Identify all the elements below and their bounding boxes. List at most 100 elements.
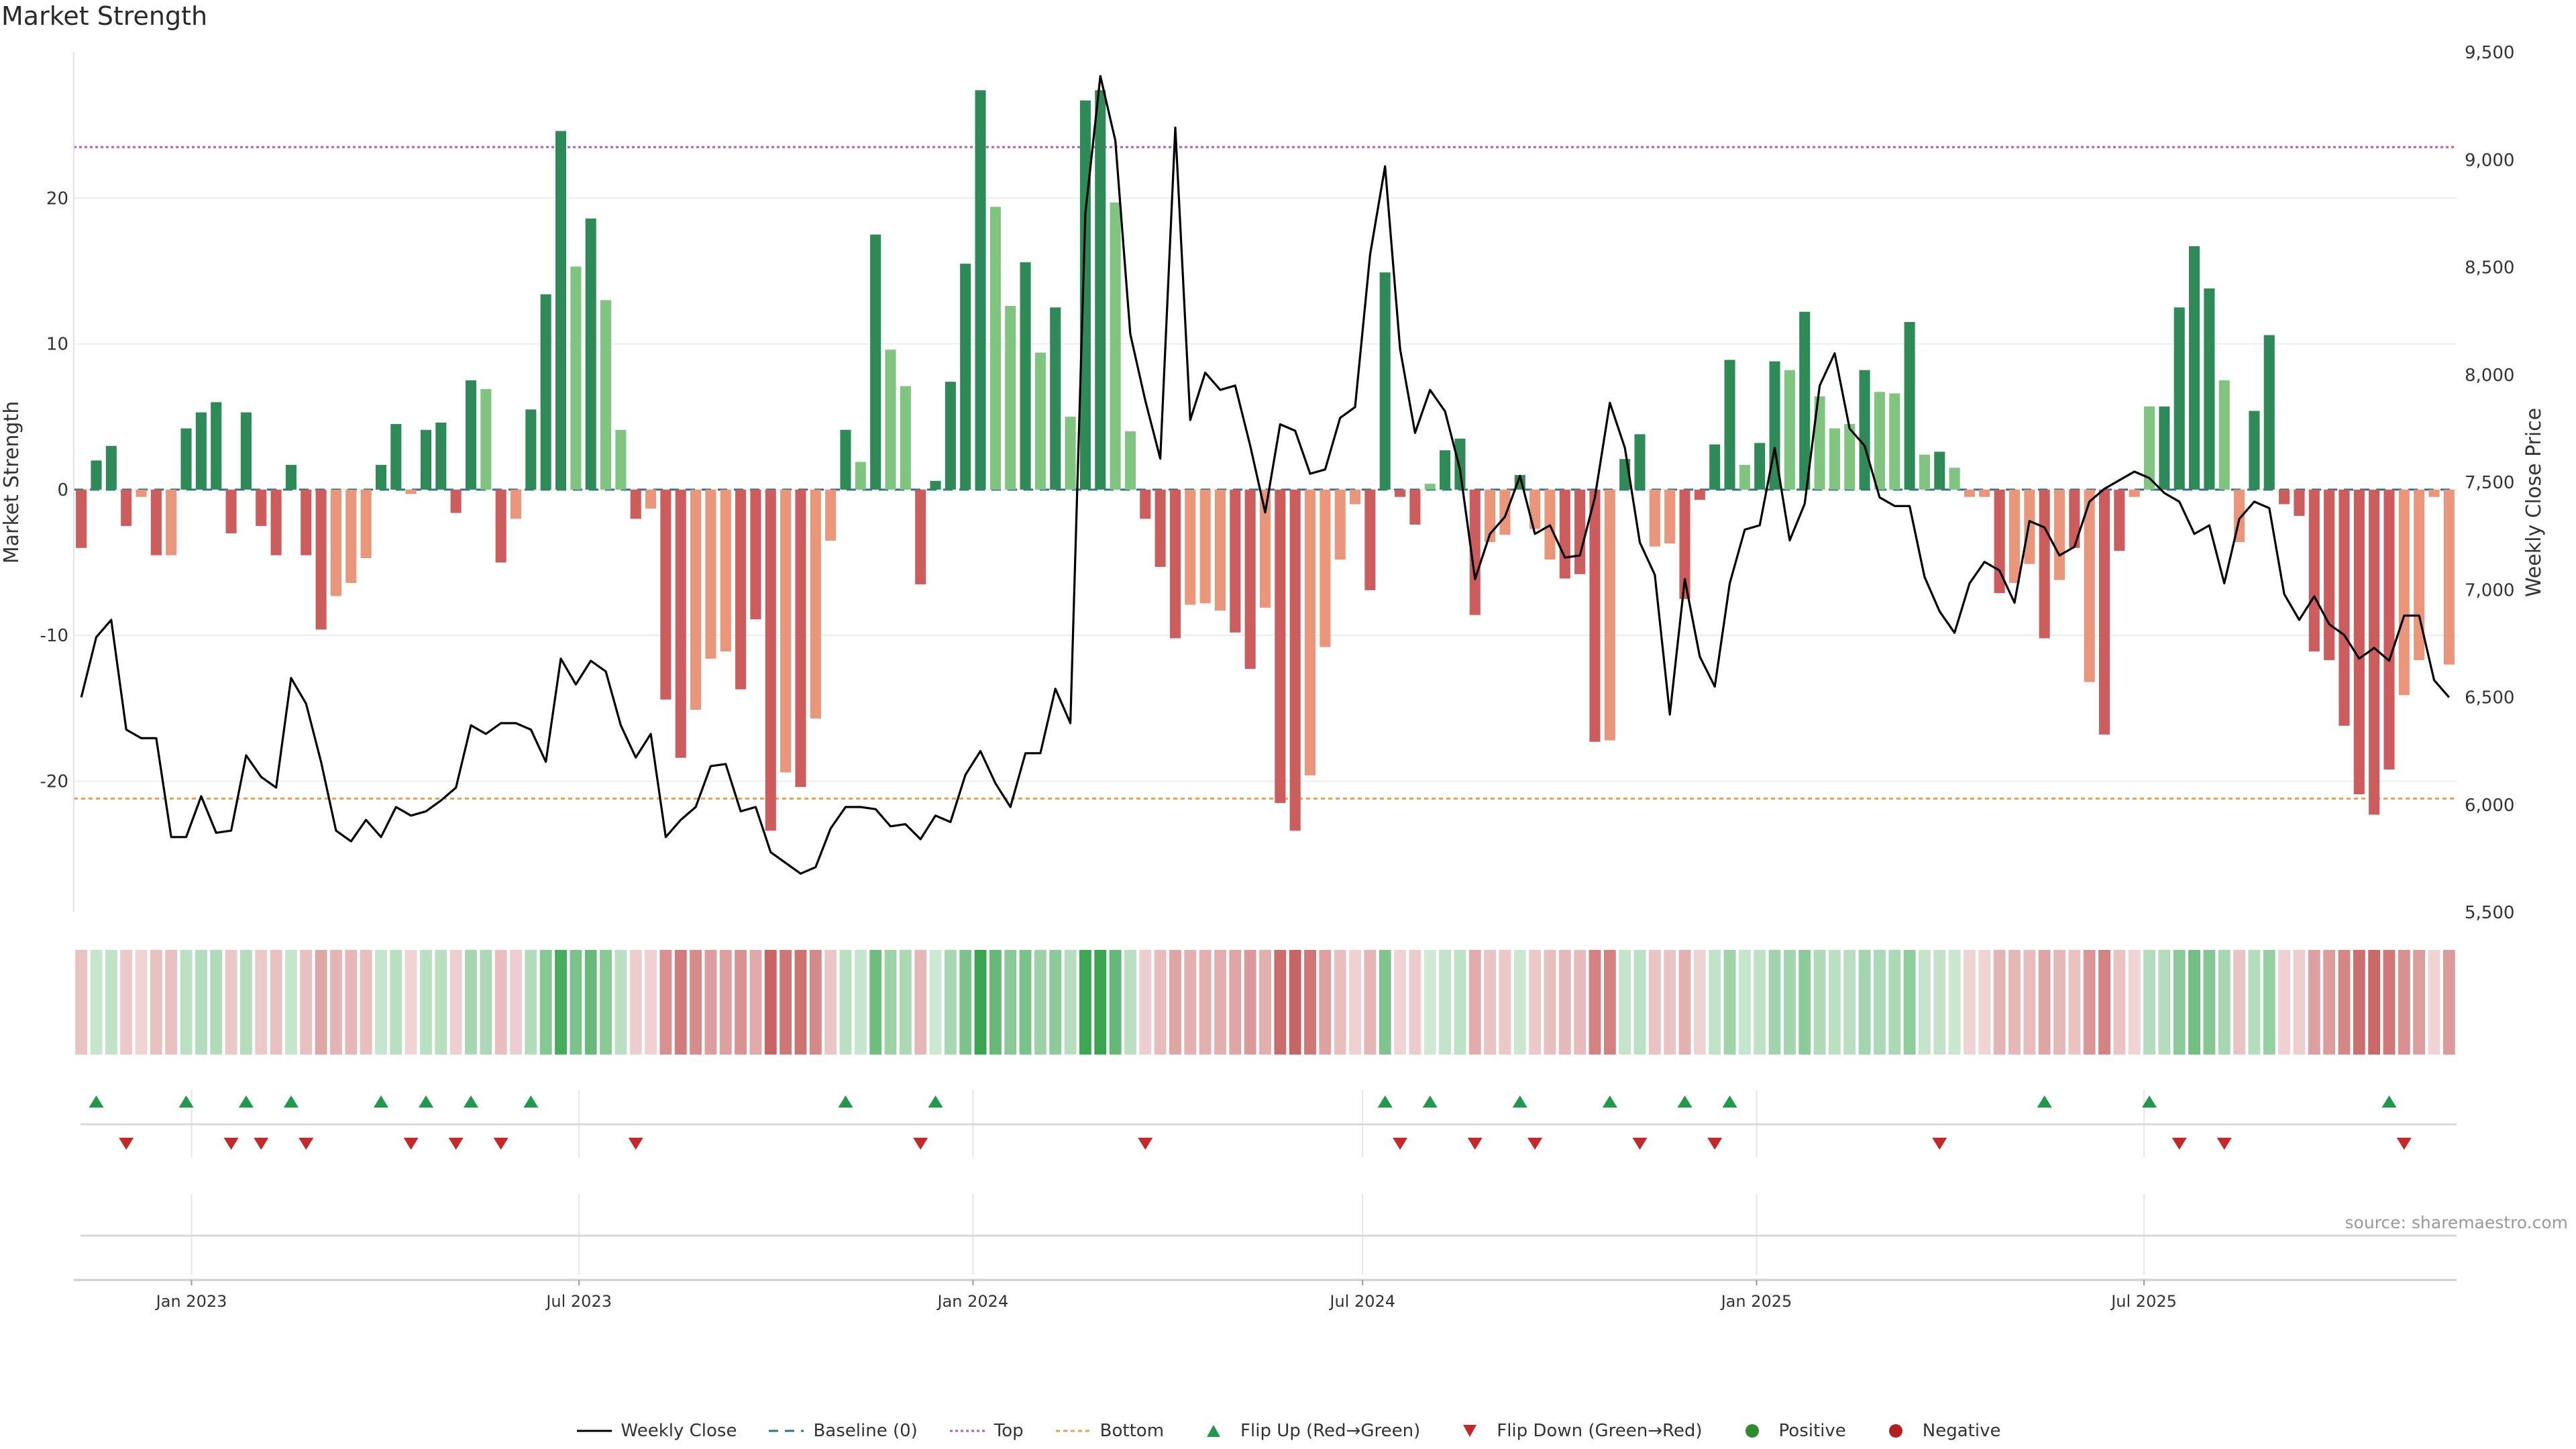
heat-cell (465, 950, 477, 1055)
strength-bar (1934, 451, 1945, 490)
heat-cell (1019, 950, 1032, 1055)
legend-negative[interactable]: Negative (1877, 1421, 2001, 1441)
heat-cell (914, 950, 927, 1055)
strength-bar (1994, 489, 2005, 594)
legend-label: Negative (1922, 1421, 2001, 1441)
flip-up-marker (838, 1095, 853, 1108)
strength-bar (375, 464, 387, 490)
flip-up-marker (373, 1095, 388, 1108)
legend-weekly-close[interactable]: Weekly Close (576, 1421, 737, 1441)
heat-cell (2173, 950, 2186, 1055)
legend-flip-up[interactable]: Flip Up (Red→Green) (1195, 1421, 1420, 1441)
heat-cell (1574, 950, 1587, 1055)
heat-cell (1184, 950, 1197, 1055)
heat-cell (239, 950, 252, 1055)
strength-bar (1529, 489, 1541, 529)
legend-flip-down[interactable]: Flip Down (Green→Red) (1451, 1421, 1703, 1441)
heat-cell (2308, 950, 2320, 1055)
strength-bar (360, 489, 372, 558)
strength-bar (495, 489, 506, 563)
left-axis-title: Market Strength (0, 401, 23, 564)
flip-up-marker (928, 1095, 943, 1108)
legend-label: Baseline (0) (813, 1421, 918, 1441)
heat-cell (1664, 950, 1676, 1055)
legend-label: Flip Up (Red→Green) (1240, 1421, 1421, 1441)
heat-cell (1394, 950, 1406, 1055)
weekly-close-series (80, 74, 2451, 875)
strength-bar (1334, 489, 1346, 560)
heat-cell (2008, 950, 2021, 1055)
strength-bar (2114, 489, 2125, 551)
heat-cell (1034, 950, 1046, 1055)
strength-bar (540, 294, 551, 490)
heat-cell (959, 950, 972, 1055)
strength-bar (1694, 489, 1705, 500)
heat-cell (854, 950, 867, 1055)
left-tick-label: -10 (40, 626, 68, 646)
strength-bar (975, 90, 986, 490)
flip-up-marker (1722, 1095, 1737, 1108)
strength-bar (1304, 489, 1316, 775)
strength-bar (989, 207, 1001, 490)
weekly-close-line (80, 74, 2451, 875)
heat-cell (1709, 950, 1721, 1055)
flip-up-marker (1377, 1095, 1393, 1108)
flip-up-marker (1677, 1095, 1693, 1108)
heat-cell (180, 950, 193, 1055)
strength-bar (1679, 489, 1690, 599)
strength-bar (2218, 380, 2230, 490)
strength-bar (720, 489, 731, 652)
strength-bar (211, 402, 222, 490)
strength-bar (810, 489, 821, 719)
heat-cell (150, 950, 162, 1055)
heat-cell (824, 950, 837, 1055)
right-tick-label: 7,000 (2465, 580, 2514, 600)
heat-cell (510, 950, 522, 1055)
strength-bar (1185, 489, 1196, 605)
heat-cell (659, 950, 672, 1055)
heat-cell (674, 950, 687, 1055)
heat-cell (1619, 950, 1631, 1055)
heat-cell (1948, 950, 1961, 1055)
strength-bar (330, 489, 341, 596)
heat-cell (2443, 950, 2455, 1055)
heat-cell (629, 950, 642, 1055)
flip-down-marker (2171, 1138, 2187, 1150)
legend-baseline[interactable]: Baseline (0) (767, 1421, 918, 1441)
heat-cell (2143, 950, 2155, 1055)
heat-cell (1544, 950, 1556, 1055)
strength-bar (1814, 396, 1825, 490)
strength-bar (1364, 489, 1376, 590)
strength-bar (225, 489, 237, 534)
strength-bar (2249, 411, 2260, 490)
heat-cell (1334, 950, 1346, 1055)
legend-top[interactable]: Top (949, 1421, 1024, 1441)
strength-bar (2008, 489, 2021, 583)
strength-bar (150, 489, 162, 555)
legend-bottom[interactable]: Bottom (1055, 1421, 1164, 1441)
strength-bar (1289, 489, 1301, 831)
heat-cell (1109, 950, 1122, 1055)
right-tick-label: 8,500 (2465, 258, 2514, 278)
strength-bar (1275, 489, 1286, 804)
strength-bar (1409, 489, 1421, 525)
strength-bar (435, 422, 447, 490)
heat-cell (1858, 950, 1871, 1055)
heat-cell (2398, 950, 2410, 1055)
flip-down-marker (254, 1138, 269, 1150)
strength-bar (1395, 489, 1406, 497)
heat-cell (105, 950, 117, 1055)
strength-bar (1904, 321, 1915, 490)
heat-cell (1978, 950, 1991, 1055)
heat-cell (2383, 950, 2396, 1055)
strength-bar (1050, 307, 1061, 490)
legend-positive[interactable]: Positive (1733, 1421, 1846, 1441)
strength-bar (2279, 489, 2290, 504)
heat-cell (1903, 950, 1916, 1055)
flip-down-marker (119, 1138, 134, 1150)
strength-bar (1095, 90, 1106, 490)
heat-cell (2098, 950, 2110, 1055)
heat-cell (929, 950, 942, 1055)
heat-cell (1289, 950, 1301, 1055)
flip-down-marker (628, 1138, 643, 1150)
